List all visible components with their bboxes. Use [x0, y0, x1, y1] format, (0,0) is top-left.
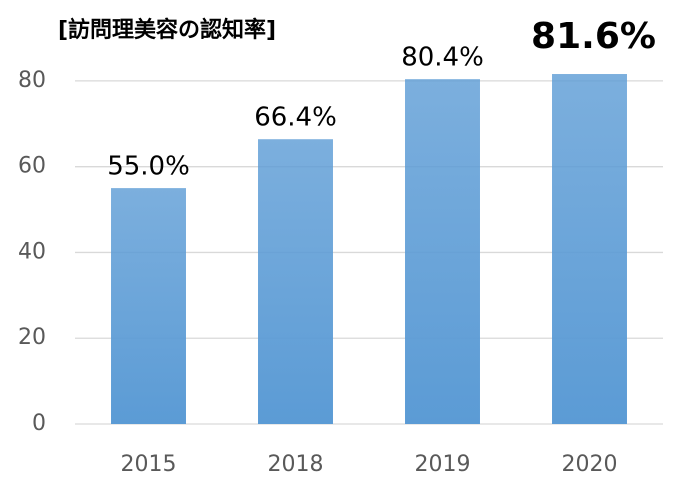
value-label: 55.0% — [107, 152, 190, 182]
bar — [405, 79, 480, 424]
x-tick-label: 2020 — [562, 452, 618, 477]
bar — [258, 139, 333, 424]
y-tick-label: 0 — [32, 411, 46, 436]
x-tick-label: 2018 — [268, 452, 324, 477]
value-label: 66.4% — [254, 103, 337, 133]
bar — [111, 188, 186, 424]
chart-title: [訪問理美容の認知率] — [58, 17, 276, 43]
y-tick-label: 40 — [18, 239, 46, 264]
value-label: 81.6% — [531, 16, 656, 57]
y-tick-label: 60 — [18, 154, 46, 179]
x-tick-label: 2019 — [415, 452, 471, 477]
y-tick-label: 80 — [18, 68, 46, 93]
value-label: 80.4% — [401, 43, 484, 73]
x-tick-label: 2015 — [121, 452, 177, 477]
bar — [552, 74, 627, 424]
y-tick-label: 20 — [18, 325, 46, 350]
